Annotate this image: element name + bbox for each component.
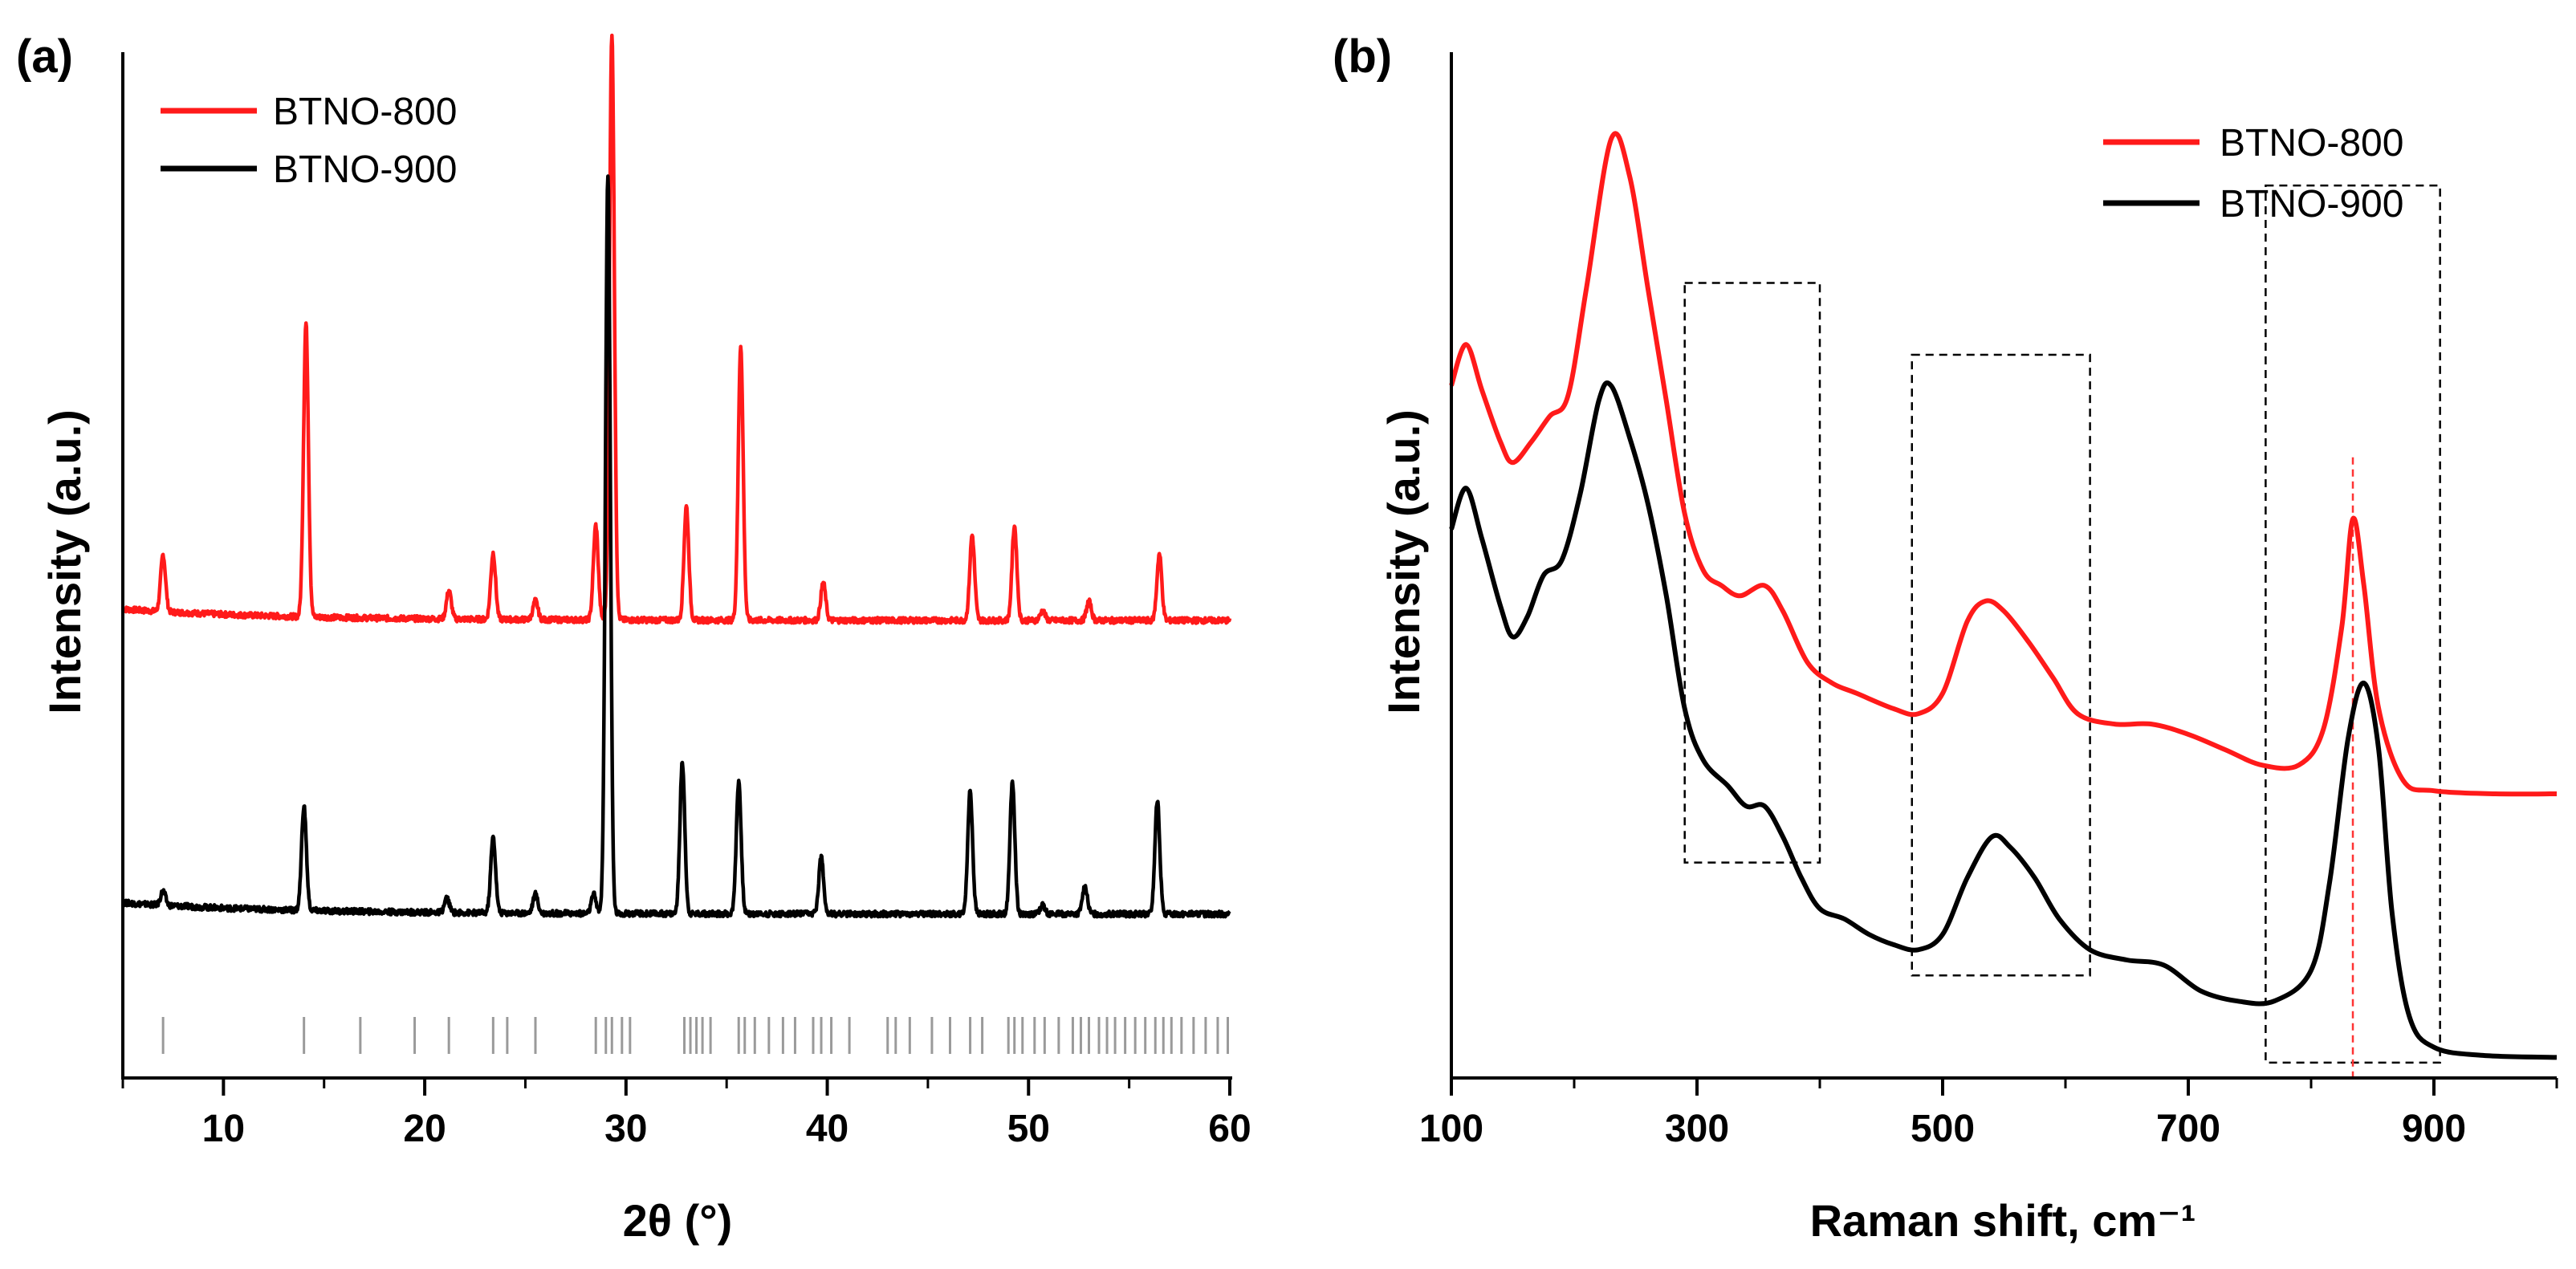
x-tick-label: 100 <box>1419 1108 1483 1150</box>
panel-a-y-axis-title: Intensity (a.u.) <box>39 409 90 714</box>
highlight-box <box>1911 353 2091 977</box>
highlight-box <box>1683 282 1821 864</box>
panel-a-legend: BTNO-800 BTNO-900 <box>161 91 457 191</box>
panel-b-y-axis-title: Intensity (a.u.) <box>1378 409 1429 714</box>
x-tick-label: 60 <box>1208 1108 1251 1150</box>
legend-label-btno-800: BTNO-800 <box>2220 122 2403 165</box>
panel-a-reference-ticks <box>161 1017 1229 1054</box>
x-tick-label: 10 <box>202 1108 245 1150</box>
x-tick-label: 300 <box>1665 1108 1729 1150</box>
panel-b-series-group <box>1449 131 2558 1060</box>
x-tick-label: 700 <box>2156 1108 2220 1150</box>
x-tick-label: 40 <box>806 1108 848 1150</box>
series-line-btno-800 <box>1449 131 2558 797</box>
panel-b-label: (b) <box>1333 31 1392 83</box>
x-tick-label: 50 <box>1007 1108 1050 1150</box>
x-tick-label: 20 <box>403 1108 446 1150</box>
panel-a-series-group <box>120 33 1232 919</box>
series-line-btno-900 <box>1449 380 2558 1060</box>
legend-label-btno-900: BTNO-900 <box>273 148 457 191</box>
x-tick-label: 900 <box>2402 1108 2466 1150</box>
panel-b-x-axis-title: Raman shift, cm⁻¹ <box>1810 1195 2196 1246</box>
panel-a-xrd-chart: (a) 10 20 30 40 50 60 2θ (°) Intensity (a.u.)… <box>16 31 1251 1246</box>
panel-a-label: (a) <box>16 31 73 83</box>
panel-b-x-ticks: 100 300 500 700 900 <box>1419 1078 2558 1150</box>
panel-a-x-axis-title: 2θ (°) <box>623 1195 733 1246</box>
panel-b-legend: BTNO-800 BTNO-900 <box>2103 122 2403 226</box>
x-tick-label: 500 <box>1911 1108 1975 1150</box>
panel-b-highlight-boxes <box>1683 184 2441 1064</box>
legend-label-btno-900: BTNO-900 <box>2220 183 2403 226</box>
panel-b-raman-chart: (b) 100 300 500 700 900 Raman shift, cm⁻¹ In… <box>1333 31 2558 1246</box>
x-tick-label: 30 <box>604 1108 647 1150</box>
panel-a-x-ticks: 10 20 30 40 50 60 <box>121 1078 1251 1150</box>
series-line-btno-900 <box>120 174 1231 919</box>
series-line-btno-800 <box>121 33 1232 625</box>
legend-label-btno-800: BTNO-800 <box>273 91 457 133</box>
